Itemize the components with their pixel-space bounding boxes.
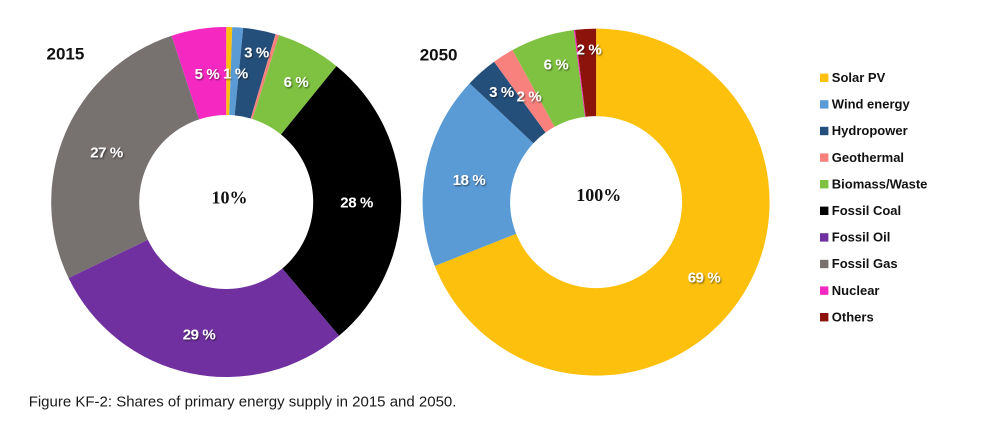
svg-text:3 %: 3 % [244,45,269,62]
svg-text:Biomass/Waste: Biomass/Waste [832,176,928,191]
svg-text:69 %: 69 % [688,270,721,287]
svg-text:Hydropower: Hydropower [832,123,908,138]
svg-text:29 %: 29 % [183,327,216,344]
svg-text:18 %: 18 % [453,172,486,189]
svg-text:Fossil Coal: Fossil Coal [832,203,901,218]
svg-text:2 %: 2 % [577,42,602,59]
svg-text:5 %: 5 % [195,66,220,83]
svg-text:Figure KF-2: Shares of primary: Figure KF-2: Shares of primary energy su… [29,394,457,411]
svg-text:10%: 10% [212,188,248,208]
svg-text:Fossil Gas: Fossil Gas [832,256,898,271]
svg-text:Fossil Oil: Fossil Oil [832,230,891,245]
svg-text:Wind energy: Wind energy [832,97,911,112]
svg-text:100%: 100% [576,185,621,205]
svg-text:2015: 2015 [47,45,85,64]
svg-text:6 %: 6 % [284,74,309,91]
svg-text:2050: 2050 [420,46,458,65]
svg-text:1 %: 1 % [223,66,248,83]
svg-text:Nuclear: Nuclear [832,283,880,298]
svg-text:Others: Others [832,309,874,324]
svg-text:Geothermal: Geothermal [832,150,904,165]
svg-text:6 %: 6 % [544,57,569,74]
svg-text:28 %: 28 % [340,195,373,212]
svg-text:2 %: 2 % [517,89,542,106]
svg-text:Solar PV: Solar PV [832,70,886,85]
svg-text:3 %: 3 % [489,84,514,101]
svg-text:27 %: 27 % [90,145,123,162]
